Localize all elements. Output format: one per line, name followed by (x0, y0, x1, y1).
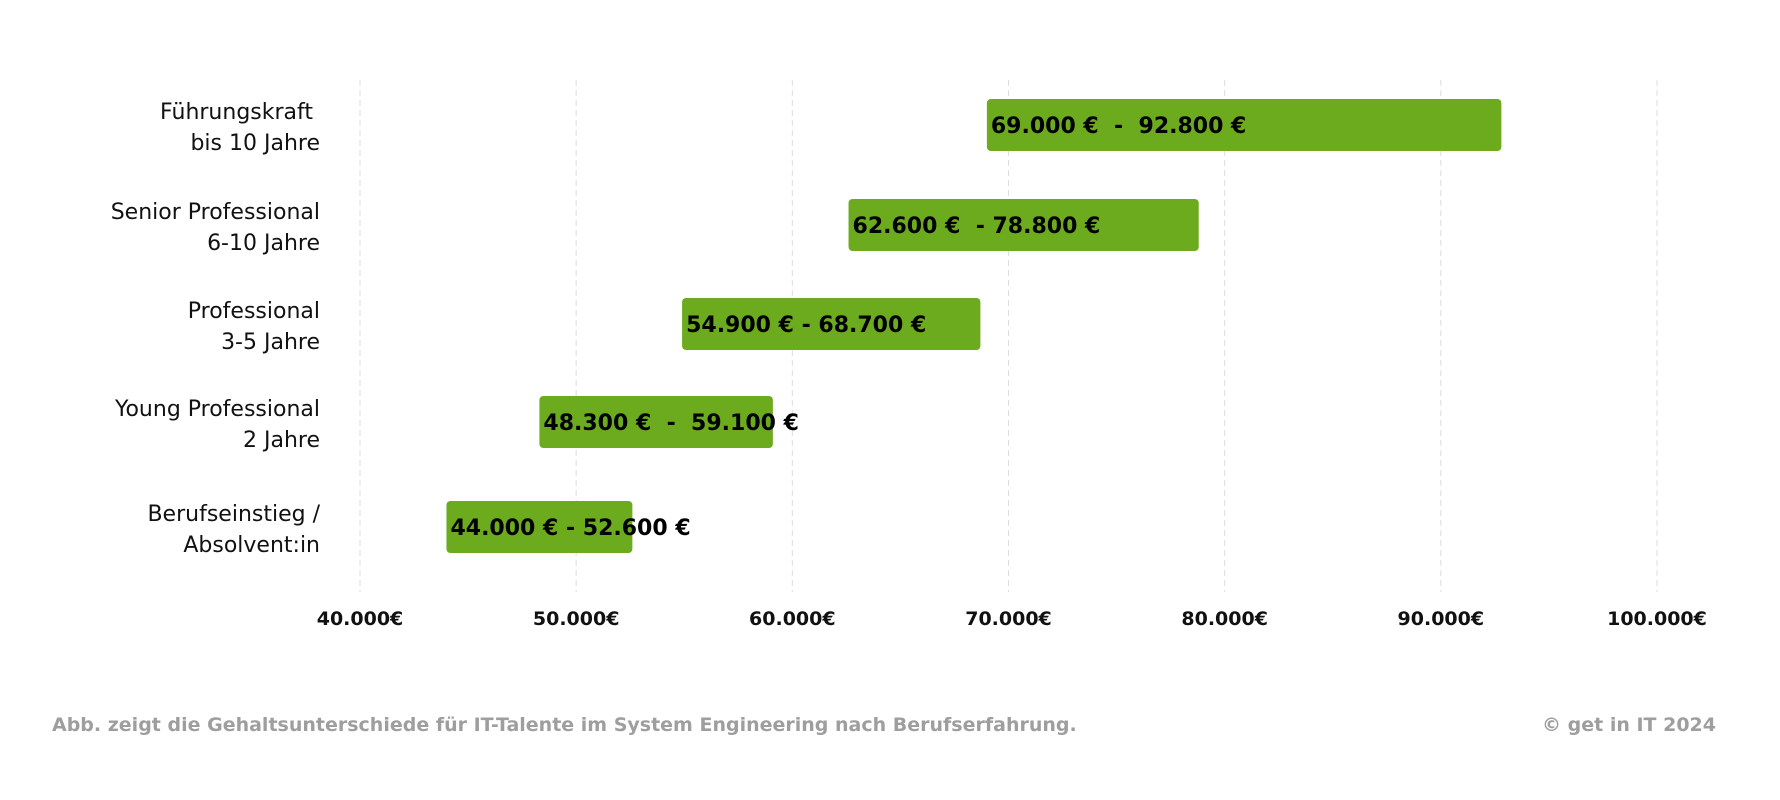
category-labels: Führungskraft bis 10 Jahre Senior Profess… (111, 100, 321, 558)
x-tick-label: 40.000€ (317, 608, 404, 630)
category-label-line: Professional (188, 299, 320, 324)
x-axis-tick-labels: 40.000€ 50.000€ 60.000€ 70.000€ 80.000€ 90.00… (317, 608, 1707, 630)
x-tick-label: 100.000€ (1607, 608, 1707, 630)
x-tick-label: 70.000€ (965, 608, 1052, 630)
category-label-line: Absolvent:in (183, 533, 320, 558)
range-bar (539, 396, 773, 448)
category-label-line: 3-5 Jahre (221, 330, 320, 355)
category-label-line: Senior Professional (111, 200, 320, 225)
category-label: Berufseinstieg / Absolvent:in (147, 502, 320, 558)
copyright-notice: © get in IT 2024 (1542, 714, 1716, 736)
x-tick-label: 60.000€ (749, 608, 836, 630)
category-label-line: Berufseinstieg / (147, 502, 320, 527)
range-bar (986, 99, 1502, 151)
category-label-line: Young Professional (114, 397, 320, 422)
x-tick-label: 50.000€ (533, 608, 620, 630)
category-label-line: 6-10 Jahre (207, 231, 320, 256)
category-label-line: 2 Jahre (243, 428, 320, 453)
category-label: Führungskraft bis 10 Jahre (160, 100, 320, 156)
bar-data-label: 62.600 € - 78.800 € (853, 214, 1101, 239)
bar-data-label: 54.900 € - 68.700 € (686, 313, 926, 338)
category-label: Professional 3-5 Jahre (188, 299, 320, 355)
x-tick-label: 80.000€ (1181, 608, 1268, 630)
bars: 69.000 € - 92.800 € 62.600 € - 78.800 € 54… (446, 99, 1502, 553)
category-label-line: bis 10 Jahre (190, 131, 320, 156)
category-label: Young Professional 2 Jahre (114, 397, 320, 453)
range-bar (848, 199, 1199, 251)
x-tick-label: 90.000€ (1398, 608, 1485, 630)
category-label-line: Führungskraft (160, 100, 320, 125)
figure-caption: Abb. zeigt die Gehaltsunterschiede für I… (52, 714, 1077, 736)
bar-data-label: 69.000 € - 92.800 € (991, 114, 1246, 139)
category-label: Senior Professional 6-10 Jahre (111, 200, 320, 256)
range-bar (682, 298, 981, 350)
range-bar (446, 501, 633, 553)
bar-data-label: 48.300 € - 59.100 € (543, 411, 799, 436)
bar-data-label: 44.000 € - 52.600 € (450, 516, 690, 541)
